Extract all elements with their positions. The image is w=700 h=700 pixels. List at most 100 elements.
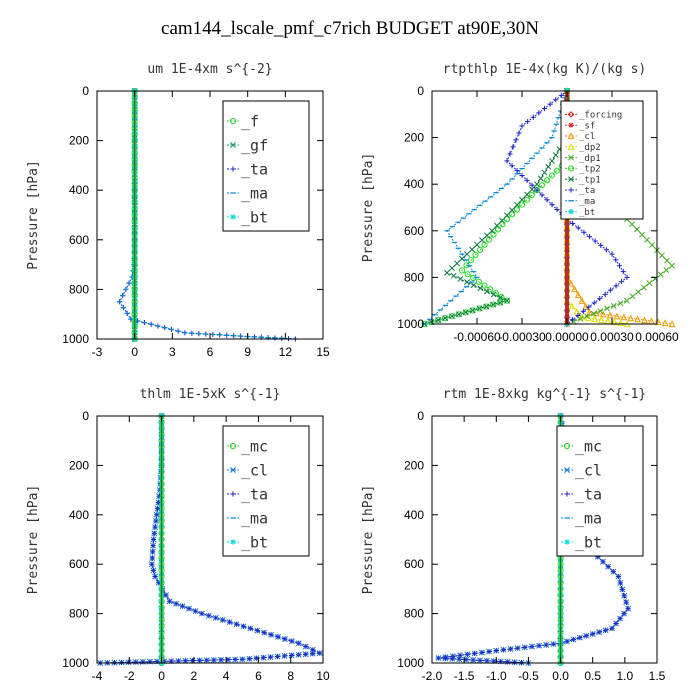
data-point [509,207,515,214]
y-tick-label: 200 [69,458,89,472]
x-tick-label: 15 [316,345,330,359]
data-point [186,606,192,612]
data-point [511,659,518,665]
data-point [575,312,581,319]
data-point [646,280,653,287]
x-tick-label: 0.5 [584,669,601,683]
legend-entry: _tp2 [579,165,601,175]
data-point [586,304,592,310]
data-point [163,592,169,598]
data-point [449,265,455,272]
data-point [550,641,557,647]
data-point [204,657,210,663]
legend-entry: _cl [241,461,268,479]
data-point [609,251,615,257]
data-point [296,640,302,646]
series-tp2 [421,87,571,328]
legend-entry: _ma [579,197,595,207]
data-point [663,267,670,274]
data-point [470,282,477,289]
data-point [615,573,622,580]
legend-marker [230,214,236,220]
data-point [274,653,281,660]
legend-entry: _bt [241,208,268,226]
data-point [641,316,648,324]
panel-title: thlm 1E-5xK s^{-1} [140,387,281,402]
data-point [586,234,593,240]
data-point [564,638,570,644]
x-tick-label: -3 [92,345,103,359]
data-point [507,151,513,157]
plot-frame [96,415,324,664]
data-point [573,307,581,315]
data-point [133,659,139,665]
data-point [476,305,483,312]
data-point [442,655,448,662]
data-point [569,317,576,323]
y-tick-label: 400 [404,177,424,191]
data-point [260,655,267,661]
data-point [590,631,596,637]
data-point [613,283,619,289]
data-point [476,305,483,312]
x-tick-label: 4 [223,669,230,683]
data-point [536,110,542,116]
series-line [424,91,568,325]
data-point [598,242,604,248]
data-point [206,613,212,619]
data-point [282,636,288,642]
y-tick-label: 0 [417,409,424,423]
data-point [455,311,462,318]
data-point [519,196,525,203]
data-point [474,241,480,248]
legend-marker [230,467,236,473]
y-axis-label: Pressure [hPa] [26,485,41,595]
data-point [528,191,536,198]
data-point [490,301,497,308]
legend-marker [568,154,574,161]
data-point [450,272,457,279]
data-point [484,232,490,239]
data-point [553,97,559,103]
data-point [618,279,625,285]
y-axis-label: Pressure [hPa] [26,160,41,270]
data-point [490,301,497,308]
data-point [519,172,525,179]
data-point [503,297,511,304]
data-point [483,303,490,310]
x-tick-label: 0.00000 [545,330,589,344]
data-point [192,608,199,614]
legend: _mc _cl _ta _ma _bt [222,425,310,557]
legend-entry: _cl [575,461,602,479]
data-point [620,268,626,275]
legend-entry: _sf [579,121,595,131]
data-point [220,617,226,623]
y-tick-label: 1000 [62,656,89,670]
panel-title: um 1E-4xm s^{-2} [147,62,272,77]
data-point [624,274,630,280]
data-point [544,197,550,203]
data-point [592,238,598,244]
y-tick-label: 1000 [397,317,424,331]
data-point [504,212,510,219]
data-point [604,317,612,325]
data-point [464,279,470,286]
data-point [240,623,247,629]
data-point [529,182,535,188]
x-tick-label: -0.00030 [498,330,546,344]
panel-title: rtm 1E-8xkg kg^{-1} s^{-1} [443,387,647,402]
data-point [239,656,245,662]
data-point [518,201,526,208]
data-point [629,293,636,300]
legend-entry: _bt [241,533,268,551]
y-tick-label: 600 [69,557,89,571]
y-tick-label: 600 [69,233,89,247]
data-point [634,315,642,323]
data-point [538,182,546,189]
data-point [457,275,464,282]
data-point [449,313,455,320]
legend-entry: _mc [575,437,602,455]
data-point [574,291,582,298]
data-point [154,506,161,512]
data-point [199,611,205,617]
